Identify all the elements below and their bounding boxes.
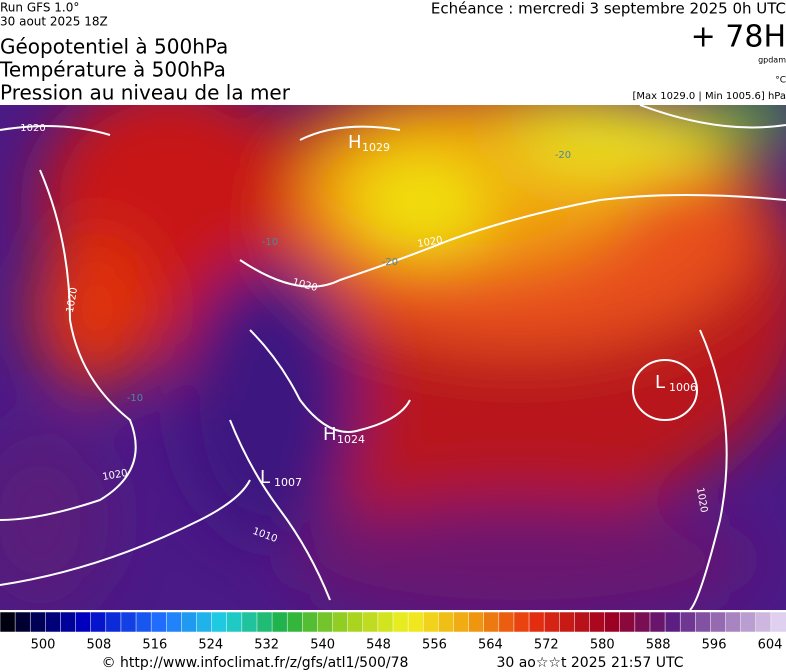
color-swatch bbox=[604, 611, 621, 633]
temp-label: -20 bbox=[555, 150, 571, 161]
color-swatch bbox=[362, 611, 379, 633]
color-swatch bbox=[14, 611, 31, 633]
center-value: 1007 bbox=[274, 476, 302, 489]
legend-tick-label: 564 bbox=[478, 638, 503, 653]
run: Run GFS 1.0° bbox=[0, 1, 79, 15]
center-type: L bbox=[655, 372, 665, 393]
temp-label: -10 bbox=[127, 393, 143, 404]
color-swatch bbox=[695, 611, 712, 633]
color-swatch bbox=[60, 611, 77, 633]
legend-tick-label: 540 bbox=[310, 638, 335, 653]
color-swatch bbox=[755, 611, 772, 633]
color-swatch bbox=[619, 611, 636, 633]
color-swatch bbox=[634, 611, 651, 633]
color-swatch bbox=[347, 611, 364, 633]
temp-label: -20 bbox=[382, 257, 398, 268]
color-swatch bbox=[302, 611, 319, 633]
color-bar bbox=[0, 611, 786, 633]
color-swatch bbox=[29, 611, 47, 633]
legend-tick-label: 508 bbox=[87, 638, 112, 653]
color-swatch bbox=[528, 611, 545, 633]
color-swatch bbox=[725, 611, 742, 633]
color-swatch bbox=[90, 611, 107, 633]
color-swatch bbox=[0, 611, 16, 633]
color-swatch bbox=[226, 611, 243, 633]
center-type: H bbox=[323, 424, 337, 445]
title: Géopotentiel à 500hPa bbox=[0, 35, 228, 59]
isobar-label: 1020 bbox=[65, 287, 80, 314]
color-swatch bbox=[679, 611, 697, 633]
color-swatch bbox=[498, 611, 515, 633]
color-swatch bbox=[75, 611, 92, 633]
color-swatch bbox=[166, 611, 183, 633]
footer-url: © http://www.infoclimat.fr/z/gfs/atl1/50… bbox=[102, 655, 409, 671]
unit-geo: gpdam bbox=[758, 56, 786, 65]
color-swatch bbox=[559, 611, 576, 633]
lead-time: + 78H bbox=[691, 20, 786, 55]
isobar-label: 1020 bbox=[102, 468, 129, 483]
legend-tick-label: 516 bbox=[142, 638, 167, 653]
color-swatch bbox=[286, 611, 304, 633]
title: Température à 500hPa bbox=[0, 58, 226, 82]
color-swatch bbox=[377, 611, 394, 633]
min-max: [Max 1029.0 | Min 1005.6] hPa bbox=[632, 91, 786, 102]
isobar-label: 1020 bbox=[694, 487, 709, 514]
color-swatch bbox=[105, 611, 122, 633]
color-swatch bbox=[407, 611, 424, 633]
color-swatch bbox=[332, 611, 349, 633]
color-swatch bbox=[589, 611, 606, 633]
center-type: H bbox=[348, 132, 362, 153]
color-swatch bbox=[770, 611, 786, 633]
map bbox=[0, 105, 786, 610]
color-swatch bbox=[45, 611, 62, 633]
color-swatch bbox=[483, 611, 500, 633]
footer-time: 30 ao☆☆t 2025 21:57 UTC bbox=[496, 655, 683, 671]
color-swatch bbox=[543, 611, 561, 633]
center-value: 1006 bbox=[669, 381, 697, 394]
color-swatch bbox=[740, 611, 757, 633]
color-swatch bbox=[120, 611, 137, 633]
color-swatch bbox=[438, 611, 455, 633]
title: Pression au niveau de la mer bbox=[0, 81, 291, 105]
legend-tick-label: 588 bbox=[646, 638, 671, 653]
color-swatch bbox=[468, 611, 485, 633]
legend-tick-label: 548 bbox=[366, 638, 391, 653]
unit-temp: °C bbox=[775, 76, 786, 86]
forecast: Echéance : mercredi 3 septembre 2025 0h … bbox=[431, 0, 786, 18]
legend-tick-label: 524 bbox=[198, 638, 223, 653]
color-swatch bbox=[196, 611, 213, 633]
legend-tick-label: 500 bbox=[31, 638, 56, 653]
color-swatch bbox=[453, 611, 470, 633]
color-swatch bbox=[649, 611, 666, 633]
color-swatch bbox=[135, 611, 152, 633]
legend-tick-label: 556 bbox=[422, 638, 447, 653]
run-date: 30 aout 2025 18Z bbox=[0, 15, 108, 29]
center-value: 1029 bbox=[362, 141, 390, 154]
legend-tick-label: 596 bbox=[702, 638, 727, 653]
color-swatch bbox=[150, 611, 168, 633]
color-swatch bbox=[317, 611, 334, 633]
temp-label: -10 bbox=[262, 237, 278, 248]
color-swatch bbox=[664, 611, 681, 633]
legend-tick-label: 532 bbox=[254, 638, 279, 653]
color-swatch bbox=[710, 611, 727, 633]
center-type: L bbox=[260, 467, 270, 488]
color-swatch bbox=[513, 611, 530, 633]
legend-tick-label: 604 bbox=[758, 638, 783, 653]
legend-tick-label: 572 bbox=[534, 638, 559, 653]
color-swatch bbox=[271, 611, 288, 633]
isobar-label: 1020 bbox=[417, 235, 444, 250]
color-swatch bbox=[241, 611, 258, 633]
center-value: 1024 bbox=[337, 433, 365, 446]
legend-tick-label: 580 bbox=[590, 638, 615, 653]
color-swatch bbox=[256, 611, 273, 633]
isobar-label: 1020 bbox=[20, 123, 45, 134]
color-swatch bbox=[574, 611, 591, 633]
color-swatch bbox=[181, 611, 198, 633]
color-swatch bbox=[392, 611, 409, 633]
color-swatch bbox=[211, 611, 228, 633]
color-swatch bbox=[422, 611, 440, 633]
